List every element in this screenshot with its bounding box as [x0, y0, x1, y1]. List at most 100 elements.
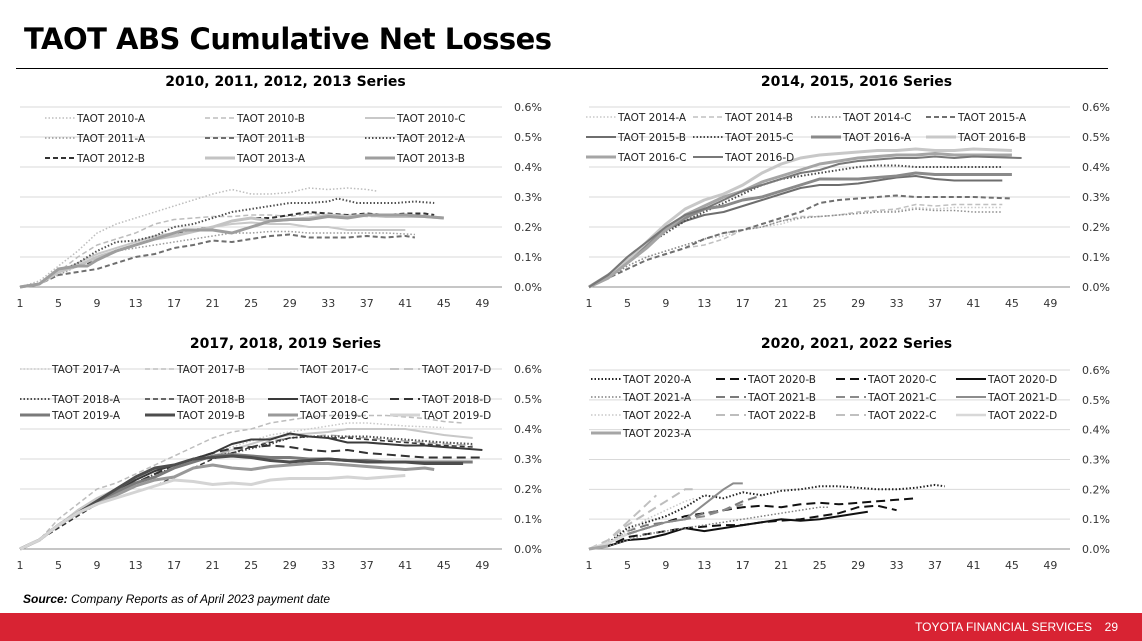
legend-item: TAOT 2018-C [268, 394, 368, 406]
y-tick-label: 0.6% [514, 363, 542, 376]
legend-label: TAOT 2023-A [622, 428, 692, 440]
y-tick-label: 0.5% [1082, 131, 1110, 144]
series-line-taot-2012-a [19, 197, 435, 288]
series-lines [588, 147, 1022, 289]
x-tick-label: 45 [437, 559, 451, 572]
page-title: TAOT ABS Cumulative Net Losses [24, 22, 552, 56]
legend-item: TAOT 2015-A [926, 112, 1027, 124]
legend-item: TAOT 2011-A [45, 133, 146, 145]
x-tick-label: 17 [736, 559, 750, 572]
legend-item: TAOT 2021-A [591, 392, 692, 404]
legend-label: TAOT 2016-B [957, 132, 1026, 144]
series-line-taot-2019-d [19, 474, 406, 551]
chart-2010-2013: 2010, 2011, 2012, 2013 Series 0.0% 0.1% 0.… [0, 72, 571, 322]
x-tick-label: 49 [1043, 297, 1057, 310]
legend: TAOT 2014-A TAOT 2014-B TAOT 2014-C TAOT 20… [586, 112, 1027, 164]
x-tick-label: 41 [966, 559, 980, 572]
gridlines [589, 369, 1070, 550]
x-tick-label: 29 [283, 559, 297, 572]
legend-label: TAOT 2021-C [867, 392, 936, 404]
y-tick-label: 0.1% [1082, 251, 1110, 264]
x-tick-label: 29 [283, 297, 297, 310]
y-tick-label: 0.3% [1082, 454, 1110, 467]
series-line-taot-2016-c [588, 152, 1012, 289]
chart-svg: 0.0% 0.1% 0.2% 0.3% 0.4% 0.5% 0.6% 1 5 9 13 17 21 25 2… [17, 101, 542, 310]
legend-label: TAOT 2020-B [747, 374, 816, 386]
y-tick-label: 0.2% [514, 483, 542, 496]
legend-label: TAOT 2017-A [51, 364, 121, 376]
chart-2020-2022: 2020, 2021, 2022 Series 0.0% 0.1% 0.2% 0.3%… [571, 334, 1142, 584]
x-tick-label: 41 [966, 297, 980, 310]
legend-item: TAOT 2013-B [365, 153, 465, 165]
chart-svg: 0.0% 0.1% 0.2% 0.3% 0.4% 0.5% 0.6% 1 5 9 13 17 21 25 2… [586, 101, 1110, 310]
legend-label: TAOT 2021-A [622, 392, 692, 404]
legend: TAOT 2017-A TAOT 2017-B TAOT 2017-C TAOT 20… [20, 364, 491, 422]
x-tick-label: 33 [890, 559, 904, 572]
y-tick-label: 0.5% [1082, 394, 1110, 407]
y-tick-label: 0.6% [1082, 101, 1110, 114]
page-number: 29 [1104, 620, 1118, 634]
legend-item: TAOT 2017-B [145, 364, 245, 376]
x-tick-label: 33 [321, 559, 335, 572]
legend-item: TAOT 2016-B [926, 132, 1026, 144]
x-tick-label: 1 [586, 297, 593, 310]
legend-item: TAOT 2021-C [836, 392, 936, 404]
legend-item: TAOT 2021-B [716, 392, 816, 404]
legend-item: TAOT 2021-D [956, 392, 1057, 404]
source-label: Source: [23, 592, 68, 606]
legend-item: TAOT 2010-C [365, 113, 465, 125]
x-tick-label: 49 [1043, 559, 1057, 572]
chart-2014-2016: 2014, 2015, 2016 Series 0.0% 0.1% 0.2% 0.3%… [571, 72, 1142, 322]
legend-label: TAOT 2013-A [236, 153, 306, 165]
legend-label: TAOT 2020-C [867, 374, 936, 386]
legend-item: TAOT 2016-C [586, 152, 686, 164]
x-tick-label: 1 [586, 559, 593, 572]
x-tick-label: 5 [624, 297, 631, 310]
series-line-taot-2020-a [588, 483, 945, 550]
footer-bar: TOYOTA FINANCIAL SERVICES 29 [0, 613, 1142, 641]
x-tick-label: 29 [851, 297, 865, 310]
legend-item: TAOT 2017-C [268, 364, 368, 376]
series-line-taot-2018-b [19, 435, 473, 550]
series-lines [588, 482, 945, 551]
x-tick-label: 37 [360, 559, 374, 572]
series-line-taot-2013-a [19, 213, 444, 289]
legend-label: TAOT 2015-A [957, 112, 1027, 124]
x-tick-label: 17 [736, 297, 750, 310]
y-tick-label: 0.5% [514, 393, 542, 406]
x-tick-label: 37 [928, 559, 942, 572]
legend-item: TAOT 2015-C [693, 132, 793, 144]
series-line-taot-2011-b [19, 233, 416, 288]
series-line-taot-2022-c [588, 494, 657, 550]
series-line-taot-2010-a [19, 187, 377, 288]
y-tick-label: 0.5% [514, 131, 542, 144]
x-tick-label: 49 [475, 297, 489, 310]
legend-label: TAOT 2019-B [176, 410, 245, 422]
x-tick-label: 9 [94, 559, 101, 572]
legend-label: TAOT 2018-B [176, 394, 245, 406]
series-lines [19, 414, 483, 551]
series-line-taot-2015-a [588, 194, 1012, 288]
series-line-taot-2018-c [19, 432, 483, 550]
x-tick-label: 17 [167, 559, 181, 572]
legend-label: TAOT 2014-A [617, 112, 687, 124]
legend-item: TAOT 2020-A [591, 374, 692, 386]
y-tick-label: 0.4% [1082, 161, 1110, 174]
x-tick-label: 5 [55, 297, 62, 310]
legend-label: TAOT 2014-C [842, 112, 911, 124]
x-tick-label: 29 [851, 559, 865, 572]
legend-label: TAOT 2022-C [867, 410, 936, 422]
series-lines [19, 187, 444, 289]
legend-item: TAOT 2016-D [693, 152, 794, 164]
chart-svg: 0.0% 0.1% 0.2% 0.3% 0.4% 0.5% 0.6% 1 5 9 13 17 21 25 2… [17, 363, 542, 572]
source-text: Company Reports as of April 2023 payment… [71, 592, 331, 606]
legend-label: TAOT 2011-A [76, 133, 146, 145]
x-tick-label: 41 [398, 559, 412, 572]
y-tick-label: 0.2% [1082, 483, 1110, 496]
legend-item: TAOT 2018-B [145, 394, 245, 406]
series-line-taot-2020-d [588, 510, 868, 550]
series-line-taot-2016-b [588, 147, 1012, 289]
legend-label: TAOT 2016-A [842, 132, 912, 144]
legend-label: TAOT 2018-D [421, 394, 491, 406]
legend-item: TAOT 2022-B [716, 410, 816, 422]
